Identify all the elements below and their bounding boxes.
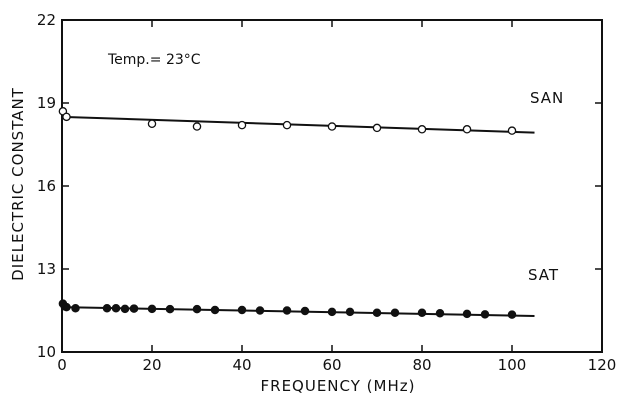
y-tick-label: 19 [37, 94, 56, 112]
data-point-sat [345, 307, 355, 317]
fit-line-san [61, 115, 535, 134]
data-point-sat [480, 310, 490, 319]
y-axis-ticks: 10 13 16 19 22 [37, 11, 602, 361]
data-point-san [417, 125, 427, 134]
data-point-sat [327, 307, 337, 317]
y-tick-label: 13 [37, 260, 56, 278]
y-tick-label: 16 [37, 177, 56, 195]
data-point-san [462, 125, 472, 134]
data-point-sat [210, 305, 220, 315]
x-tick-label: 120 [588, 356, 617, 374]
data-point-san [147, 119, 157, 129]
data-point-sat [372, 308, 382, 317]
data-point-sat [147, 304, 157, 314]
series-label-san: SAN [530, 89, 564, 107]
plot-border [61, 19, 603, 353]
data-point-san [327, 122, 337, 131]
data-point-sat [417, 308, 427, 317]
x-tick-label: 20 [142, 356, 161, 374]
data-point-sat [462, 309, 472, 319]
data-points [58, 107, 517, 319]
y-tick-label: 22 [37, 11, 56, 29]
y-axis-title: DIELECTRIC CONSTANT [9, 87, 27, 281]
fit-line-sat [61, 306, 535, 318]
data-point-sat [129, 304, 139, 313]
fit-lines [61, 115, 535, 318]
data-point-sat [111, 304, 121, 313]
plot-frame [61, 19, 603, 353]
data-point-sat [62, 302, 71, 312]
x-tick-label: 100 [498, 356, 527, 374]
data-point-san [237, 120, 247, 130]
data-point-sat [435, 309, 445, 318]
data-point-sat [282, 306, 292, 315]
x-tick-label: 80 [412, 356, 431, 374]
data-point-san [192, 122, 202, 131]
data-point-sat [192, 304, 202, 314]
data-point-san [507, 126, 517, 135]
data-point-sat [237, 305, 247, 315]
x-axis-title: FREQUENCY (MHz) [261, 377, 416, 395]
data-point-sat [120, 304, 130, 314]
data-point-sat [102, 304, 112, 313]
data-point-sat [300, 306, 310, 316]
y-tick-label: 10 [37, 343, 56, 361]
data-point-san [372, 123, 382, 133]
data-point-sat [165, 304, 175, 314]
data-point-sat [71, 304, 80, 313]
x-tick-label: 40 [232, 356, 251, 374]
data-point-sat [507, 310, 517, 319]
temperature-annotation: Temp.= 23°C [107, 52, 201, 68]
data-point-san [282, 120, 292, 130]
x-axis-ticks: 0 20 40 60 80 100 120 [57, 20, 616, 374]
data-point-sat [390, 308, 400, 317]
x-tick-label: 0 [57, 356, 67, 374]
x-tick-label: 60 [322, 356, 341, 374]
data-point-san [62, 112, 71, 122]
data-point-sat [255, 306, 265, 315]
series-label-sat: SAT [528, 266, 559, 284]
